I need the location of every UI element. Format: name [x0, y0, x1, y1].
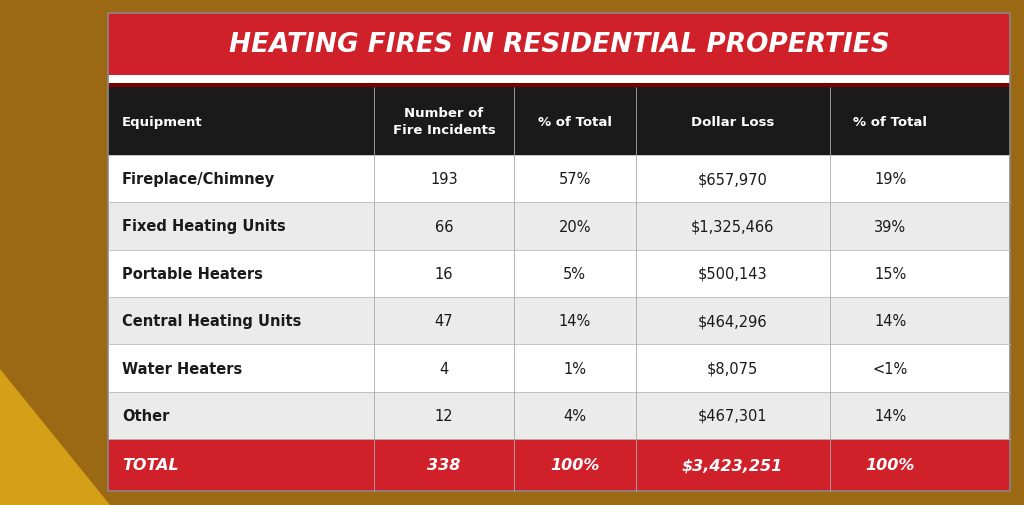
Text: 5%: 5% — [563, 266, 587, 281]
Text: 338: 338 — [427, 458, 461, 473]
Text: 47: 47 — [434, 314, 454, 329]
Text: 39%: 39% — [874, 219, 906, 234]
Text: 15%: 15% — [874, 266, 906, 281]
Text: 19%: 19% — [874, 172, 906, 187]
Text: Fixed Heating Units: Fixed Heating Units — [122, 219, 286, 234]
FancyBboxPatch shape — [108, 392, 1010, 439]
Text: $1,325,466: $1,325,466 — [691, 219, 774, 234]
Text: TOTAL: TOTAL — [122, 458, 179, 473]
Text: $3,423,251: $3,423,251 — [682, 458, 783, 473]
FancyBboxPatch shape — [108, 250, 1010, 297]
Text: Water Heaters: Water Heaters — [122, 361, 243, 376]
Text: 14%: 14% — [874, 314, 906, 329]
Text: 100%: 100% — [550, 458, 599, 473]
Text: $467,301: $467,301 — [697, 408, 767, 423]
Text: Other: Other — [122, 408, 169, 423]
Text: Fireplace/Chimney: Fireplace/Chimney — [122, 172, 275, 187]
Text: 14%: 14% — [874, 408, 906, 423]
Text: Equipment: Equipment — [122, 115, 203, 128]
Polygon shape — [0, 369, 110, 505]
Text: Portable Heaters: Portable Heaters — [122, 266, 263, 281]
Text: $657,970: $657,970 — [697, 172, 768, 187]
FancyBboxPatch shape — [108, 439, 1010, 491]
FancyBboxPatch shape — [108, 344, 1010, 392]
Text: $464,296: $464,296 — [697, 314, 767, 329]
FancyBboxPatch shape — [108, 203, 1010, 250]
Text: <1%: <1% — [872, 361, 908, 376]
Text: 14%: 14% — [559, 314, 591, 329]
Text: 4: 4 — [439, 361, 449, 376]
Text: Number of
Fire Incidents: Number of Fire Incidents — [392, 107, 496, 137]
FancyBboxPatch shape — [108, 156, 1010, 203]
Text: HEATING FIRES IN RESIDENTIAL PROPERTIES: HEATING FIRES IN RESIDENTIAL PROPERTIES — [228, 32, 890, 58]
Text: Dollar Loss: Dollar Loss — [691, 115, 774, 128]
Text: 16: 16 — [435, 266, 454, 281]
Text: $8,075: $8,075 — [707, 361, 758, 376]
FancyBboxPatch shape — [108, 76, 1010, 84]
Text: 4%: 4% — [563, 408, 587, 423]
FancyBboxPatch shape — [108, 88, 1010, 156]
Text: 57%: 57% — [559, 172, 591, 187]
FancyBboxPatch shape — [108, 14, 1010, 491]
Text: % of Total: % of Total — [853, 115, 928, 128]
Text: 1%: 1% — [563, 361, 587, 376]
Text: $500,143: $500,143 — [697, 266, 767, 281]
Text: 12: 12 — [434, 408, 454, 423]
Text: 20%: 20% — [558, 219, 591, 234]
FancyBboxPatch shape — [108, 84, 1010, 88]
Text: 193: 193 — [430, 172, 458, 187]
Text: Central Heating Units: Central Heating Units — [122, 314, 301, 329]
FancyBboxPatch shape — [108, 14, 1010, 76]
Text: % of Total: % of Total — [538, 115, 611, 128]
Text: 66: 66 — [435, 219, 454, 234]
FancyBboxPatch shape — [108, 297, 1010, 344]
Text: 100%: 100% — [866, 458, 915, 473]
